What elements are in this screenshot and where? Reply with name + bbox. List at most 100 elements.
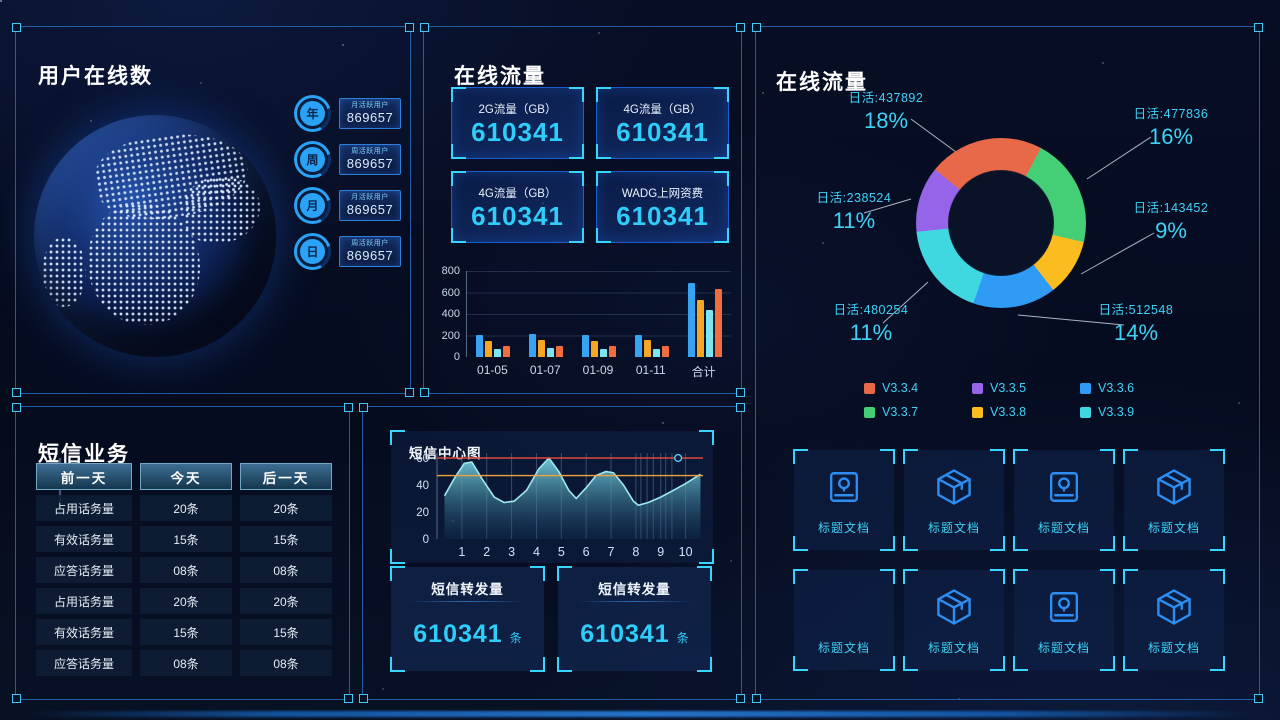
panel-corner-node: [420, 388, 429, 397]
svg-text:40: 40: [416, 480, 429, 492]
sms-table-header-prev[interactable]: 前一天: [36, 463, 132, 490]
metric-plate: 月活跃用户 869657: [339, 98, 401, 129]
bar: [661, 345, 669, 357]
donut-label: 日活:512548 14%: [1098, 303, 1174, 345]
doc-tile-6[interactable]: 标题文档: [903, 569, 1005, 671]
svg-text:60: 60: [416, 453, 429, 465]
bar: [687, 282, 695, 357]
doc-tile-8[interactable]: 标题文档: [1123, 569, 1225, 671]
panel-corner-node: [752, 23, 761, 32]
panel-corner-node: [12, 694, 21, 703]
bar: [643, 340, 651, 357]
panel-corner-node: [752, 694, 761, 703]
legend-swatch: [864, 406, 875, 418]
donut-hole: [949, 171, 1053, 275]
metric-plate-value: 869657: [346, 248, 394, 263]
doc-tile-5[interactable]: 标题文档: [793, 569, 895, 671]
doc-tile-1[interactable]: 标题文档: [793, 449, 895, 551]
traffic-bar-chart: 800 600 400 200 0 01-05 01-07 01-09 01-11 合计: [432, 265, 734, 387]
legend-swatch: [864, 382, 875, 394]
bar-x-tick: 合计: [691, 365, 716, 379]
legend-swatch: [1080, 406, 1091, 418]
legend-label: V3.3.6: [1098, 381, 1135, 395]
package-icon: [1157, 589, 1191, 625]
panel-corner-node: [1254, 694, 1263, 703]
metric-plate-label: 周活跃用户: [351, 240, 389, 247]
legend-swatch: [1080, 382, 1091, 394]
legend-swatch: [972, 406, 983, 418]
sms-table-header-today[interactable]: 今天: [140, 463, 232, 490]
package-icon-slot: [932, 463, 976, 509]
metric-plate: 月活跃用户 869657: [339, 190, 401, 221]
stat-card-4g-2: 4G流量（GB） 610341: [451, 171, 584, 243]
doc-tile-3[interactable]: 标题文档: [1013, 449, 1115, 551]
package-icon: [1157, 469, 1191, 505]
archive-icon-slot: [1042, 463, 1086, 509]
legend-item-V3.3.6[interactable]: V3.3.6: [1080, 379, 1188, 397]
panel-corner-node: [405, 388, 414, 397]
bar: [476, 334, 484, 357]
bar: [503, 346, 511, 357]
sms-line-chart-title: 短信中心图: [409, 446, 482, 461]
table-cell: 08条: [240, 650, 332, 676]
period-badge-month[interactable]: 月: [294, 187, 331, 224]
legend-item-V3.3.5[interactable]: V3.3.5: [972, 379, 1080, 397]
table-row-label: 有效话务量: [36, 526, 132, 552]
bar-y-tick: 800: [441, 265, 460, 277]
table-cell: 08条: [140, 650, 232, 676]
sms-table-header-next[interactable]: 后一天: [240, 463, 332, 490]
legend-item-V3.3.4[interactable]: V3.3.4: [864, 379, 972, 397]
svg-text:1: 1: [458, 545, 465, 559]
panel-corner-node: [12, 23, 21, 32]
svg-text:9: 9: [657, 545, 664, 559]
period-badge-day[interactable]: 日: [294, 233, 331, 270]
sms-line-chart-box: 短信中心图 0 20 40 60 1 2 3 4 5 6 7 8 9 10: [390, 430, 714, 564]
traffic-stat-grid: 2G流量（GB） 610341 4G流量（GB） 610341 4G流量（GB）…: [451, 87, 729, 243]
donut-panel-title: 在线流量: [776, 71, 868, 95]
globe-shading: [34, 115, 276, 357]
legend-swatch: [972, 382, 983, 394]
svg-text:10: 10: [679, 545, 693, 559]
table-cell: 20条: [140, 588, 232, 614]
legend-label: V3.3.7: [882, 405, 919, 419]
user-metric-row: 年月活跃用户 869657: [294, 95, 401, 132]
archive-icon-slot: [822, 463, 866, 509]
legend-item-V3.3.9[interactable]: V3.3.9: [1080, 403, 1188, 421]
stat-label: 4G流量（GB）: [478, 188, 557, 200]
transfer-unit: 条: [676, 631, 689, 645]
legend-item-V3.3.7[interactable]: V3.3.7: [864, 403, 972, 421]
donut-label: 日活:437892 18%: [848, 91, 924, 133]
stat-value: 610341: [616, 201, 709, 231]
doc-tile-2[interactable]: 标题文档: [903, 449, 1005, 551]
panel-corner-node: [344, 694, 353, 703]
user-metric-row: 周周活跃用户 869657: [294, 141, 401, 178]
panel-corner-node: [359, 694, 368, 703]
bar-y-tick: 400: [441, 308, 460, 320]
period-badge-label: 周: [297, 144, 328, 175]
doc-tile-4[interactable]: 标题文档: [1123, 449, 1225, 551]
bar-x-tick: 01-05: [477, 363, 508, 377]
bar: [538, 340, 546, 357]
legend-label: V3.3.8: [990, 405, 1027, 419]
panel-sms-center: 短信中心图 0 20 40 60 1 2 3 4 5 6 7 8 9 10 短信转发量 610341 条 短…: [359, 403, 745, 703]
transfer-value: 610341: [413, 620, 503, 648]
svg-text:5: 5: [558, 545, 565, 559]
bar-y-tick: 200: [441, 329, 460, 342]
panel-corner-node: [420, 23, 429, 32]
doc-tile-7[interactable]: 标题文档: [1013, 569, 1115, 671]
package-icon-slot: [932, 583, 976, 629]
legend-label: V3.3.9: [1098, 405, 1135, 419]
transfer-title: 短信转发量: [431, 582, 504, 597]
legend-item-V3.3.8[interactable]: V3.3.8: [972, 403, 1080, 421]
table-cell: 08条: [140, 557, 232, 583]
period-badge-year[interactable]: 年: [294, 95, 331, 132]
sms-table: 前一天 今天 后一天 占用话务量 20条 20条 有效话务量 15条 15条 应答话务量 08…: [36, 463, 332, 676]
user-metric-row: 月月活跃用户 869657: [294, 187, 401, 224]
doc-tile-label: 标题文档: [1147, 521, 1200, 535]
period-badge-week[interactable]: 周: [294, 141, 331, 178]
bar: [599, 349, 607, 357]
doc-tile-label: 标题文档: [1037, 641, 1090, 655]
bar-chart-x-axis: 01-05 01-07 01-09 01-11 合计: [466, 363, 730, 380]
table-row-label: 占用话务量: [36, 495, 132, 521]
stat-label: WADG上网资费: [621, 188, 704, 200]
